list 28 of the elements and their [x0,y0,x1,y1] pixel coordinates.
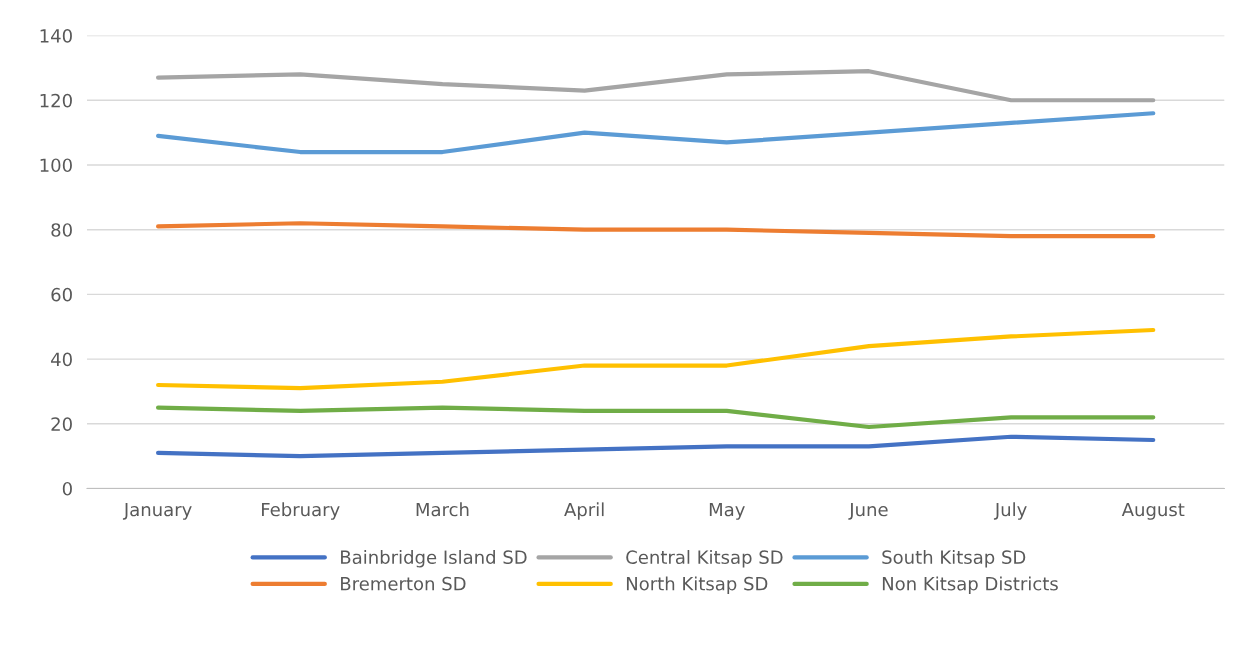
legend-label: Central Kitsap SD [626,550,783,568]
legend-label: Non Kitsap Districts [882,576,1058,594]
x-tick-label: June [848,502,888,520]
legend-label: North Kitsap SD [626,576,768,594]
y-tick-label: 100 [40,158,72,173]
line-series [156,69,1156,103]
y-tick-label: 20 [51,417,72,431]
y-tick-label: 140 [40,29,72,43]
legend-label: Bremerton SD [341,576,466,591]
x-tick-label: February [262,502,340,520]
y-tick-label: 60 [51,287,72,302]
x-tick-label: August [1121,502,1185,520]
x-tick-label: May [709,502,745,520]
x-tick-label: July [993,502,1027,520]
y-tick-label: 80 [51,223,72,237]
y-tick-label: 40 [51,352,72,367]
x-tick-label: March [416,502,469,517]
legend-label: South Kitsap SD [882,550,1026,568]
line-series [156,405,1156,430]
line-series [156,434,1156,459]
legend-label: Bainbridge Island SD [341,550,527,568]
x-tick-label: April [564,502,604,520]
line-series [156,327,1156,391]
x-tick-label: January [122,502,192,520]
y-tick-label: 0 [62,481,72,496]
line-series [156,221,1156,239]
line-series [156,111,1156,155]
y-tick-label: 120 [40,93,72,108]
